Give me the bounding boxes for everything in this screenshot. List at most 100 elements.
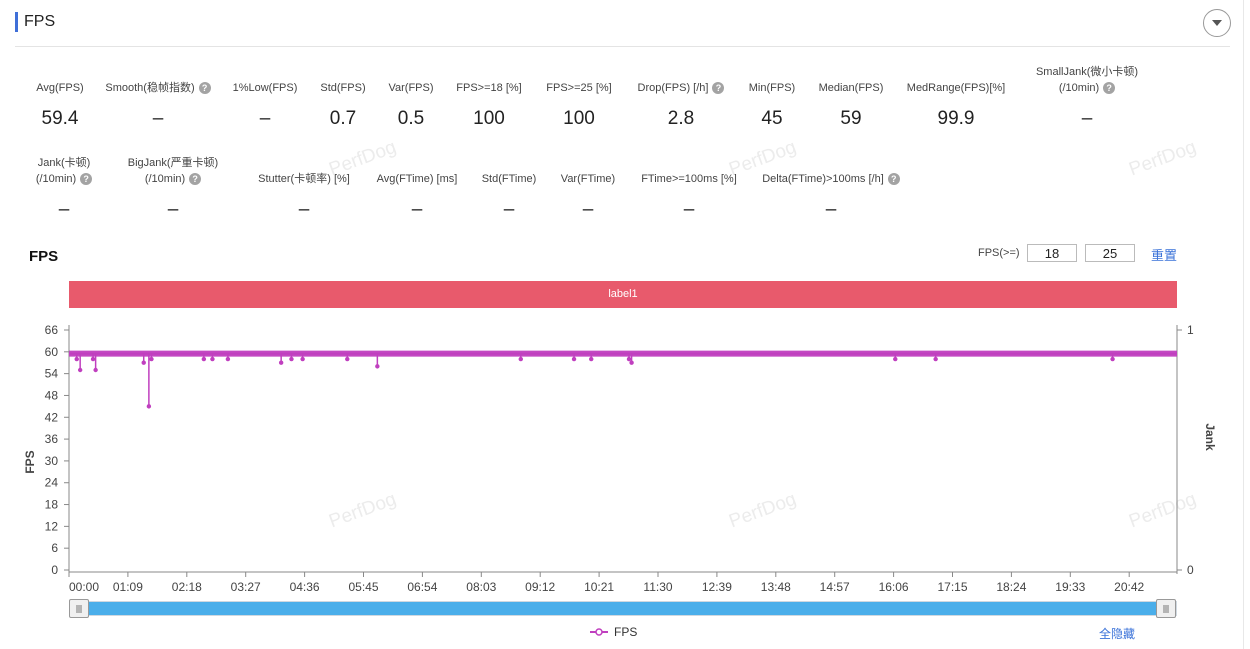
y-axis-title: FPS	[23, 450, 37, 473]
metric-median-fps: Median(FPS) 59	[812, 80, 890, 130]
fps-threshold-2-input[interactable]	[1085, 244, 1135, 262]
y-tick-label: 0	[51, 563, 58, 577]
help-icon[interactable]: ?	[189, 173, 202, 185]
metric-small-jank: SmallJank(微小卡顿) (/10min)? –	[1022, 64, 1152, 130]
metric-label: SmallJank(微小卡顿)	[1035, 66, 1139, 78]
help-icon[interactable]: ?	[80, 173, 93, 185]
slider-handle-right[interactable]	[1156, 599, 1176, 618]
metric-label: Drop(FPS) [/h]	[637, 82, 709, 94]
fps-dip-point	[893, 356, 898, 362]
metric-ftime-ge-100: FTime>=100ms [%] –	[632, 171, 746, 221]
y-tick-label: 60	[45, 345, 59, 359]
metric-label: Smooth(稳帧指数)	[105, 82, 195, 94]
metric-std-fps: Std(FPS) 0.7	[313, 80, 373, 130]
metric-value: 59	[840, 108, 862, 129]
x-tick-label: 05:45	[348, 580, 378, 594]
slider-handle-left[interactable]	[69, 599, 89, 618]
metric-label: Std(FPS)	[320, 82, 366, 94]
fps-dip-point	[300, 356, 305, 362]
time-range-slider[interactable]	[69, 601, 1177, 616]
grip-icon	[76, 604, 82, 613]
metric-label: Var(FTime)	[560, 173, 616, 185]
fps-dip-point	[1110, 356, 1115, 362]
metric-value: –	[683, 199, 695, 220]
fps-dip-point	[77, 367, 83, 373]
fps-dip-point	[289, 356, 294, 362]
hide-all-button[interactable]: 全隐藏	[1099, 627, 1136, 641]
chart-title: FPS	[29, 248, 59, 265]
metric-medrange-fps: MedRange(FPS)[%] 99.9	[900, 80, 1012, 130]
metric-label: 1%Low(FPS)	[232, 82, 298, 94]
y-axis-right-title: Jank	[1203, 423, 1217, 451]
watermark: PerfDog	[1126, 488, 1200, 533]
y-tick-label: 12	[45, 519, 59, 533]
x-tick-label: 03:27	[231, 580, 261, 594]
metric-value: 100	[473, 108, 505, 129]
metric-value: –	[298, 199, 310, 220]
fps-dip-point	[201, 356, 207, 362]
label-band[interactable]: label1	[69, 281, 1177, 308]
caret-down-icon	[1212, 20, 1222, 26]
metric-value: 0.5	[397, 108, 425, 129]
reset-button[interactable]: 重置	[1151, 248, 1178, 263]
metric-label: FPS>=18 [%]	[456, 82, 522, 94]
legend-item-fps[interactable]: FPS	[590, 625, 637, 639]
metric-value: 0.7	[329, 108, 357, 129]
metric-value: 100	[563, 108, 595, 129]
metric-label: Jank(卡顿)	[37, 157, 91, 169]
metric-std-ftime: Std(FTime) –	[474, 171, 544, 221]
metric-value: 59.4	[41, 108, 79, 129]
x-tick-label: 13:48	[761, 580, 791, 594]
fps-dip-point	[93, 367, 98, 373]
watermark: PerfDog	[726, 488, 800, 533]
header-divider	[15, 46, 1230, 47]
help-icon[interactable]: ?	[198, 82, 211, 94]
help-icon[interactable]: ?	[887, 173, 900, 185]
x-tick-label: 17:15	[937, 580, 967, 594]
fps-dip-point	[626, 356, 632, 362]
metric-delta-ftime: Delta(FTime)>100ms [/h]? –	[756, 171, 906, 221]
y-right-tick-label: 1	[1187, 323, 1194, 337]
help-icon[interactable]: ?	[1103, 82, 1116, 94]
y-tick-label: 36	[45, 432, 59, 446]
metric-label: Avg(FTime) [ms]	[376, 173, 458, 185]
fps-dip-point	[933, 356, 938, 362]
metric-value: 45	[761, 108, 783, 129]
metric-avg-ftime: Avg(FTime) [ms] –	[368, 171, 466, 221]
metric-drop-fps: Drop(FPS) [/h]? 2.8	[630, 80, 732, 130]
metric-stutter: Stutter(卡顿率) [%] –	[248, 171, 360, 221]
fps-dip-point	[571, 356, 577, 362]
metric-value: –	[259, 108, 271, 129]
x-tick-label: 09:12	[525, 580, 555, 594]
metric-min-fps: Min(FPS) 45	[740, 80, 804, 130]
fps-dip-point	[629, 360, 634, 365]
fps-threshold-label: FPS(>=)	[978, 247, 1020, 259]
fps-dip-point	[518, 356, 523, 362]
watermark: PerfDog	[326, 488, 400, 533]
metric-fps-ge-25: FPS>=25 [%] 100	[540, 80, 618, 130]
fps-dip-point	[589, 356, 594, 362]
metric-label: Delta(FTime)>100ms [/h]	[762, 173, 884, 185]
y-right-tick-label: 0	[1187, 563, 1194, 577]
metric-label: Var(FPS)	[388, 82, 434, 94]
collapse-button[interactable]	[1203, 9, 1231, 37]
fps-dip-point	[210, 356, 215, 362]
metric-var-fps: Var(FPS) 0.5	[380, 80, 442, 130]
x-tick-label: 14:57	[820, 580, 850, 594]
y-tick-label: 24	[45, 476, 59, 490]
y-tick-label: 54	[45, 367, 59, 381]
help-icon[interactable]: ?	[712, 82, 725, 94]
metric-value: –	[1081, 108, 1093, 129]
fps-threshold-1-input[interactable]	[1027, 244, 1077, 262]
metric-label: MedRange(FPS)[%]	[906, 82, 1006, 94]
metric-label: Std(FTime)	[481, 173, 537, 185]
grip-icon	[1163, 604, 1169, 613]
metric-value: 2.8	[667, 108, 695, 129]
metric-big-jank: BigJank(严重卡顿) (/10min)? –	[120, 155, 226, 221]
metric-smooth: Smooth(稳帧指数)? –	[100, 80, 216, 130]
x-tick-label: 16:06	[879, 580, 909, 594]
fps-dip-point	[146, 404, 152, 409]
metric-value: 99.9	[937, 108, 975, 129]
y-tick-label: 18	[45, 498, 59, 512]
x-tick-label: 02:18	[172, 580, 202, 594]
